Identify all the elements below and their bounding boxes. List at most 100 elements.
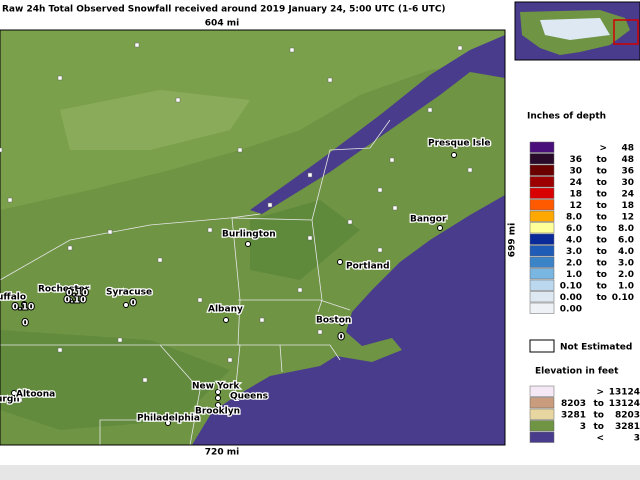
legend-label: 4.0 xyxy=(566,235,582,245)
valley xyxy=(60,90,250,150)
legend-label: to xyxy=(597,155,608,165)
legend-label: 3.0 xyxy=(618,258,634,268)
scale-bottom: 720 mi xyxy=(205,448,239,458)
legend-swatch xyxy=(529,245,555,257)
city-label: Boston xyxy=(316,316,351,326)
scale-side: 699 mi xyxy=(508,223,518,257)
not-estimated-swatch xyxy=(529,339,555,353)
legend-title: Inches of depth xyxy=(527,112,606,122)
city-dot xyxy=(339,320,345,326)
inset-map xyxy=(514,1,640,61)
city-label: Bangor xyxy=(410,215,447,225)
legend-label: 8.0 xyxy=(566,212,582,222)
station xyxy=(175,97,181,103)
legend-label: 8203 xyxy=(561,399,586,409)
lowland xyxy=(0,30,505,210)
legend-label: 30 xyxy=(569,166,582,176)
legend-label: 4.0 xyxy=(618,247,634,257)
river xyxy=(250,35,505,214)
elevation-title: Elevation in feet xyxy=(535,367,619,377)
snow-value: 0.10 xyxy=(64,296,86,306)
map xyxy=(0,29,506,446)
legend-swatch xyxy=(529,199,555,211)
legend-swatch xyxy=(529,291,555,303)
legend-label: 18 xyxy=(621,201,634,211)
snow-value: 0 xyxy=(22,319,28,329)
city-label: Burlington xyxy=(222,230,276,240)
legend-label: 0.00 xyxy=(560,293,582,303)
station xyxy=(259,317,265,323)
legend-label: 3 xyxy=(580,422,586,432)
city-label: uffalo xyxy=(0,293,26,303)
legend-swatch xyxy=(529,385,555,397)
legend-swatch xyxy=(529,153,555,165)
city-label: Altoona xyxy=(16,390,55,400)
legend-label: 13124 xyxy=(609,399,640,409)
station xyxy=(307,172,313,178)
station xyxy=(57,347,63,353)
station xyxy=(107,229,113,235)
station xyxy=(297,287,303,293)
station xyxy=(389,157,395,163)
borders xyxy=(0,119,391,446)
city-dot xyxy=(11,390,17,396)
legend-label: to xyxy=(594,422,605,432)
station xyxy=(7,197,13,203)
legend-label: 24 xyxy=(621,189,634,199)
city-dot xyxy=(215,402,221,408)
legend-label: to xyxy=(594,399,605,409)
station xyxy=(237,147,243,153)
station xyxy=(117,337,123,343)
station xyxy=(457,45,463,51)
legend-label: to xyxy=(594,410,605,420)
legend-swatch xyxy=(529,279,555,291)
city-dot xyxy=(165,420,171,426)
city-dot xyxy=(67,297,73,303)
legend-label: to xyxy=(597,166,608,176)
legend-swatch xyxy=(529,408,555,420)
legend-swatch xyxy=(529,164,555,176)
not-estimated: Not Estimated xyxy=(560,343,632,353)
legend-swatch xyxy=(529,141,555,153)
station xyxy=(197,297,203,303)
legend-label: 8.0 xyxy=(618,224,634,234)
legend-label: > xyxy=(599,143,607,153)
station xyxy=(207,227,213,233)
station xyxy=(327,77,333,83)
city-dot xyxy=(223,317,229,323)
legend-label: 30 xyxy=(621,178,634,188)
legend-label: 6.0 xyxy=(618,235,634,245)
legend-label: 48 xyxy=(621,143,634,153)
legend-label: 2.0 xyxy=(566,258,582,268)
legend-swatch xyxy=(529,176,555,188)
snow-value: 0.10 xyxy=(66,289,88,299)
status-bar xyxy=(0,465,640,480)
city-dot xyxy=(21,301,27,307)
legend-label: to xyxy=(597,212,608,222)
legend-swatch xyxy=(529,420,555,432)
legend-swatch xyxy=(529,302,555,314)
appalachians xyxy=(0,330,230,430)
city-label: Syracuse xyxy=(106,288,152,298)
station xyxy=(142,377,148,383)
city-dot xyxy=(337,259,343,265)
legend-swatch xyxy=(529,233,555,245)
station xyxy=(347,219,353,225)
legend-label: > xyxy=(596,387,604,397)
legend-label: to xyxy=(597,270,608,280)
city-label: New York xyxy=(192,382,240,392)
city-dot xyxy=(245,241,251,247)
station xyxy=(307,235,313,241)
city-label: Queens xyxy=(230,392,268,402)
legend-swatch xyxy=(529,397,555,409)
city-dot xyxy=(437,225,443,231)
legend-label: 0.00 xyxy=(560,304,582,314)
station xyxy=(317,329,323,335)
legend-label: 12 xyxy=(621,212,634,222)
scale-top: 604 mi xyxy=(205,19,239,29)
station xyxy=(467,167,473,173)
city-label: Presque Isle xyxy=(428,139,490,149)
legend-label: to xyxy=(597,178,608,188)
cities: Presque Isle Bangor Burlington Portland Roch… xyxy=(0,137,492,426)
